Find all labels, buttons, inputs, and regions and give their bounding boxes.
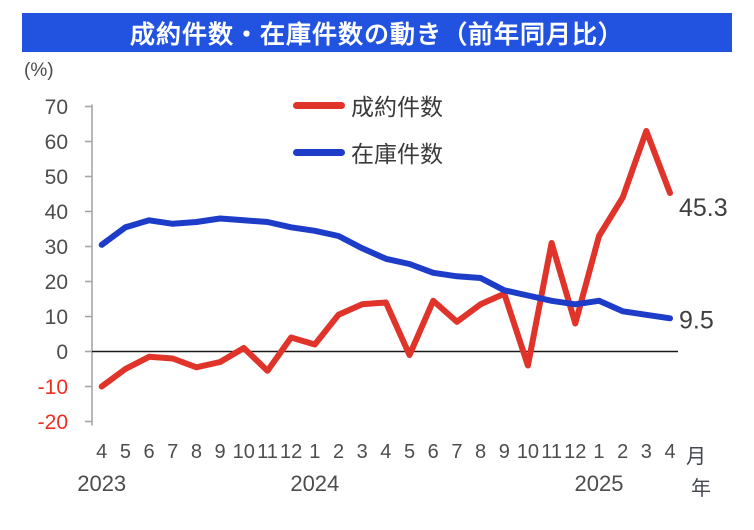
x-month-label: 11 [541,441,562,463]
x-month-label: 2 [333,441,344,463]
y-tick-label: -10 [38,376,68,399]
chart-legend: 成約件数 在庫件数 [293,88,443,169]
x-month-label: 7 [451,441,462,463]
legend-item-inventory: 在庫件数 [293,135,443,169]
series-line-inventory [98,215,673,322]
y-tick-label: 70 [45,96,68,119]
y-tick-label: 60 [45,131,68,154]
x-month-label: 9 [499,441,510,463]
x-month-label: 9 [215,441,226,463]
y-tick-label: 10 [45,306,68,329]
x-month-label: 6 [428,441,439,463]
x-month-label: 6 [143,441,154,463]
x-month-label: 1 [593,441,604,463]
end-value-label: 9.5 [679,306,714,334]
year-suffix-label: 年 [691,478,711,500]
chart-title-bar: 成約件数・在庫件数の動き（前年同月比） [22,13,732,52]
legend-label: 成約件数 [351,94,443,120]
y-tick-label: 50 [45,166,68,189]
x-month-label: 12 [564,441,586,463]
x-month-label: 11 [257,441,278,463]
legend-line-blue-icon [293,148,345,156]
legend-item-contracts: 成約件数 [293,88,443,122]
x-month-label: 10 [517,441,539,463]
chart-title: 成約件数・在庫件数の動き（前年同月比） [129,20,624,49]
x-month-label: 8 [191,441,202,463]
y-axis-unit-label: (%) [24,60,54,81]
x-year-label: 2025 [575,471,624,496]
x-year-label: 2023 [77,471,126,496]
x-month-label: 4 [96,441,107,463]
legend-label: 在庫件数 [351,141,443,167]
y-tick-label: -20 [38,411,68,434]
y-tick-label: 20 [45,271,68,294]
x-month-label: 12 [280,441,302,463]
x-month-label: 4 [380,441,391,463]
x-month-label: 5 [120,441,131,463]
y-tick-label: 30 [45,236,68,259]
x-month-label: 3 [357,441,368,463]
x-month-label: 1 [309,441,320,463]
legend-line-red-icon [293,101,345,109]
x-month-label: 7 [167,441,178,463]
x-year-label: 2024 [290,471,339,496]
x-month-label: 2 [617,441,628,463]
month-suffix-label: 月 [686,446,706,468]
series-line-contracts [98,128,673,390]
end-value-label: 45.3 [679,194,728,222]
x-month-label: 5 [404,441,415,463]
x-month-label: 3 [641,441,652,463]
y-tick-label: 0 [56,341,68,364]
y-tick-label: 40 [45,201,68,224]
x-month-label: 4 [664,441,675,463]
x-month-label: 10 [233,441,255,463]
x-month-label: 8 [475,441,486,463]
